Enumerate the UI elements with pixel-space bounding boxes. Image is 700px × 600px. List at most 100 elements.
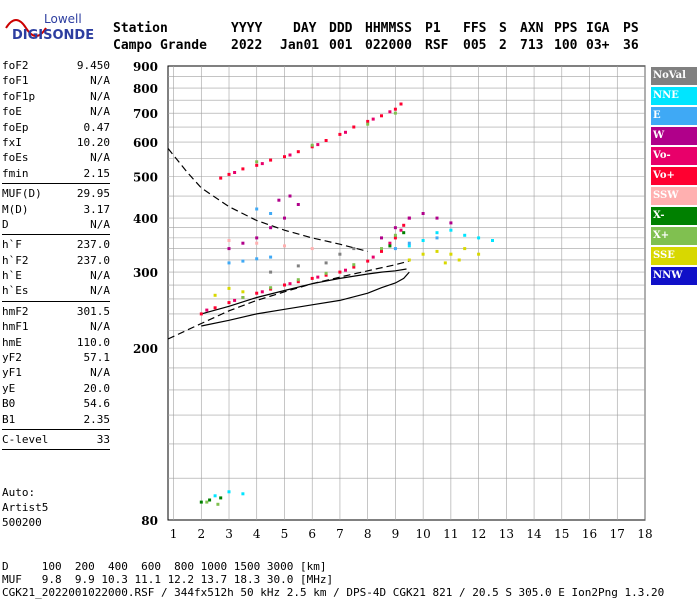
param-name: hmF2 bbox=[2, 304, 29, 318]
y-tick-label: 600 bbox=[133, 136, 158, 150]
param-value: 20.0 bbox=[83, 381, 111, 395]
model-curve-dashed bbox=[167, 148, 368, 252]
header-value: 100 bbox=[554, 38, 578, 53]
digisonde-logo: Lowell DIGISONDE bbox=[5, 12, 94, 43]
echo-point bbox=[463, 247, 467, 251]
footer-muf-row: MUF 9.8 9.9 10.3 11.1 12.2 13.7 18.3 30.… bbox=[2, 573, 334, 586]
legend-item: NNW bbox=[651, 267, 697, 285]
param-name: B1 bbox=[2, 412, 16, 426]
param-name: foF1 bbox=[2, 74, 29, 88]
param-name: B0 bbox=[2, 397, 16, 411]
echo-point bbox=[310, 276, 314, 280]
footer-file-info: CGK21_2022001022000.RSF / 344fx512h 50 k… bbox=[2, 586, 665, 599]
echo-point bbox=[205, 308, 209, 312]
legend-item: E bbox=[651, 107, 697, 125]
x-tick-label: 18 bbox=[637, 527, 652, 541]
echo-point bbox=[283, 155, 286, 159]
header-value: Jan01 bbox=[280, 38, 320, 53]
echo-point bbox=[393, 107, 397, 111]
profile-curve bbox=[201, 271, 410, 327]
echo-point bbox=[260, 290, 264, 294]
param-value: 33 bbox=[96, 432, 110, 446]
legend-item: NoVal bbox=[651, 67, 697, 85]
echo-point bbox=[371, 117, 375, 121]
param-divider bbox=[2, 428, 110, 430]
echo-point bbox=[255, 160, 259, 164]
logo-line2: DIGISONDE bbox=[12, 28, 94, 43]
echo-point bbox=[277, 198, 281, 202]
param-value: 3.17 bbox=[83, 202, 111, 216]
echo-point bbox=[399, 102, 403, 106]
echo-point bbox=[366, 119, 370, 123]
echo-point bbox=[288, 153, 292, 157]
param-name: foF2 bbox=[2, 59, 29, 72]
echo-point bbox=[269, 212, 273, 215]
y-tick-label: 80 bbox=[141, 514, 158, 528]
header-label: PPS bbox=[554, 21, 578, 36]
param-value: 29.95 bbox=[76, 187, 110, 201]
model-curve-dashed bbox=[167, 260, 410, 340]
x-tick-label: 5 bbox=[281, 527, 289, 541]
param-value: 0.47 bbox=[83, 120, 111, 134]
param-value: 2.35 bbox=[83, 412, 111, 426]
auto-label: Auto: bbox=[2, 486, 36, 499]
legend-item: W bbox=[651, 127, 697, 145]
footer-distance-row: D 100 200 400 600 800 1000 1500 3000 [km… bbox=[2, 560, 327, 573]
echo-point bbox=[269, 158, 273, 162]
echo-point bbox=[477, 236, 481, 240]
echo-point bbox=[324, 271, 328, 275]
header-label: HHMMSS bbox=[365, 21, 412, 36]
echo-point bbox=[241, 259, 245, 263]
echo-point bbox=[241, 167, 245, 171]
param-row: B1 2.35 bbox=[2, 412, 110, 427]
header-value: 001 bbox=[329, 38, 353, 53]
echo-point bbox=[269, 226, 273, 230]
echo-point bbox=[233, 298, 237, 302]
echo-point bbox=[338, 270, 342, 274]
echo-point bbox=[393, 247, 397, 251]
x-tick-label: 1 bbox=[170, 527, 178, 541]
header-value: 005 bbox=[463, 38, 487, 53]
param-row: hmE 110.0 bbox=[2, 335, 110, 350]
param-name: foE bbox=[2, 105, 22, 119]
echo-point bbox=[402, 231, 406, 235]
param-name: fxI bbox=[2, 135, 22, 149]
echo-point bbox=[407, 241, 411, 245]
param-name: foEp bbox=[2, 120, 29, 134]
param-name: hmE bbox=[2, 335, 22, 349]
param-value: N/A bbox=[90, 217, 110, 231]
echo-point bbox=[435, 249, 439, 253]
echo-point bbox=[338, 132, 342, 136]
y-tick-label: 400 bbox=[133, 212, 158, 226]
echo-point bbox=[316, 275, 320, 279]
param-value: 301.5 bbox=[76, 304, 110, 318]
echo-point bbox=[296, 203, 300, 206]
y-tick-label: 200 bbox=[133, 342, 158, 356]
echo-point bbox=[435, 216, 439, 220]
header-label: S bbox=[499, 21, 507, 36]
echo-point bbox=[421, 239, 425, 242]
echo-point bbox=[255, 241, 259, 245]
echo-point bbox=[213, 306, 217, 310]
echo-point bbox=[324, 261, 328, 265]
param-row: fmin 2.15 bbox=[2, 166, 110, 181]
echo-point bbox=[296, 264, 300, 268]
x-tick-label: 9 bbox=[392, 527, 400, 541]
param-value: N/A bbox=[90, 89, 110, 103]
param-name: yF1 bbox=[2, 366, 22, 380]
param-row: M(D) 3.17 bbox=[2, 202, 110, 217]
param-value: 54.6 bbox=[83, 397, 111, 411]
echo-point bbox=[324, 273, 328, 277]
param-row: foF2 9.450 bbox=[2, 58, 110, 73]
echo-point bbox=[380, 114, 383, 118]
param-row: D N/A bbox=[2, 217, 110, 232]
parameter-panel: foF2 9.450 foF1 N/A foF1p N/A foE N/A foEp 0.47 fx… bbox=[2, 58, 110, 452]
x-tick-label: 3 bbox=[225, 527, 233, 541]
legend-item: X+ bbox=[651, 227, 697, 245]
echo-point bbox=[463, 233, 467, 237]
x-tick-label: 8 bbox=[364, 527, 372, 541]
param-row: h`Es N/A bbox=[2, 283, 110, 298]
echo-point bbox=[393, 233, 397, 237]
echo-point bbox=[269, 270, 273, 274]
param-divider bbox=[2, 449, 110, 451]
